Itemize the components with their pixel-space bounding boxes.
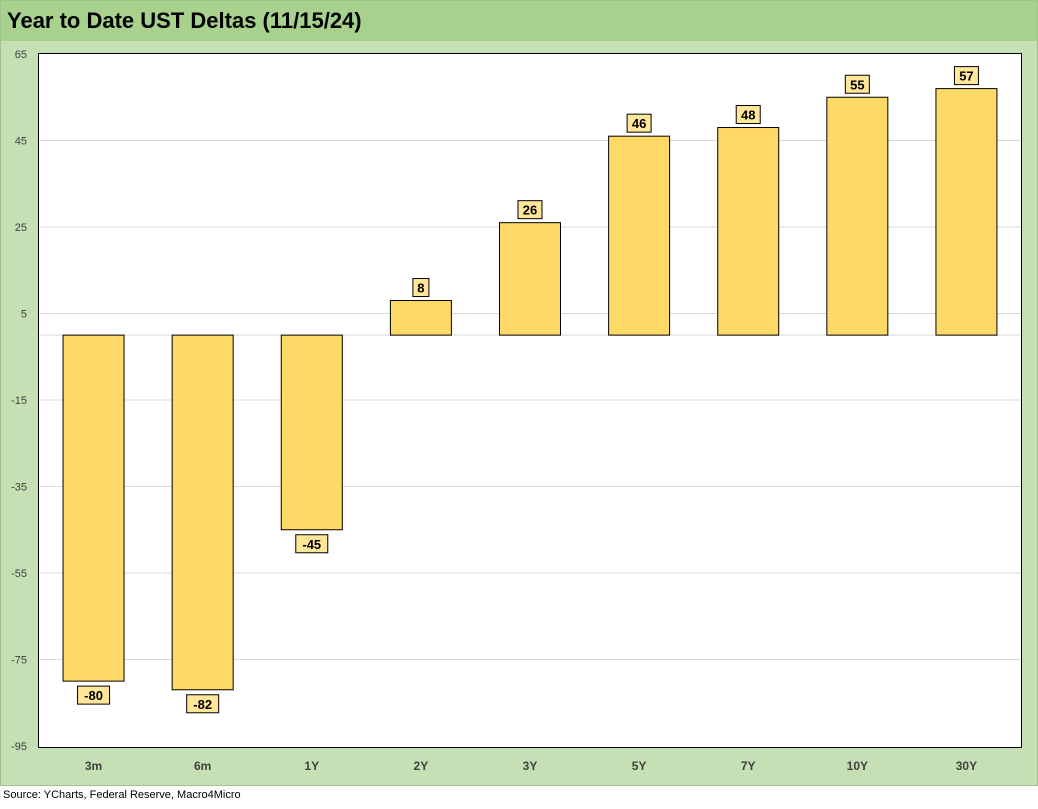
x-tick-label: 5Y <box>632 759 647 773</box>
data-label-box <box>295 534 329 554</box>
bar <box>935 88 998 336</box>
data-label-box <box>517 200 543 220</box>
bar <box>499 222 561 336</box>
data-label: 55 <box>850 77 864 92</box>
data-label: 46 <box>632 116 646 131</box>
y-tick-label: -35 <box>11 482 27 494</box>
y-tick-label: 65 <box>15 49 27 61</box>
data-label-box <box>626 113 652 133</box>
x-tick-label: 2Y <box>414 759 429 773</box>
y-tick-label: 5 <box>21 309 27 321</box>
y-tick-label: -55 <box>11 568 27 580</box>
data-label: -80 <box>84 688 103 703</box>
data-label: 48 <box>741 108 755 123</box>
bar-chart: -95 -75 -55 -35 -15 5 25 45 65 -80 3m -82 6m -45 1Y 8 2Y… <box>11 49 1021 773</box>
y-tick-label: -95 <box>11 741 27 753</box>
data-label-box <box>735 105 761 125</box>
bar <box>62 334 125 682</box>
title-bar: Year to Date UST Deltas (11/15/24) <box>1 1 1037 41</box>
data-label: 26 <box>523 203 537 218</box>
data-label-box <box>844 74 870 94</box>
y-tick-label: -15 <box>11 395 27 407</box>
data-label-box <box>953 66 979 86</box>
x-tick-label: 3m <box>85 759 102 773</box>
source-note: Source: YCharts, Federal Reserve, Macro4… <box>3 789 241 801</box>
data-label-box <box>77 685 111 705</box>
x-tick-label: 1Y <box>304 759 319 773</box>
bar <box>280 334 343 531</box>
x-tick-label: 10Y <box>847 759 868 773</box>
bar <box>608 135 671 336</box>
y-tick-label: 45 <box>15 136 27 148</box>
bar <box>171 334 234 691</box>
data-label: 57 <box>959 69 973 84</box>
data-label: -45 <box>302 537 321 552</box>
x-tick-label: 7Y <box>741 759 756 773</box>
data-label: -82 <box>193 697 212 712</box>
data-label: 8 <box>417 281 424 296</box>
chart-title: Year to Date UST Deltas (11/15/24) <box>7 8 362 33</box>
x-tick-label: 6m <box>194 759 211 773</box>
bar <box>826 96 889 336</box>
x-tick-label: 3Y <box>523 759 538 773</box>
y-tick-label: 25 <box>15 222 27 234</box>
data-label-box <box>186 694 220 714</box>
bar <box>717 127 780 336</box>
y-tick-label: -75 <box>11 655 27 667</box>
bar <box>389 300 452 336</box>
x-tick-label: 30Y <box>956 759 977 773</box>
data-label-box <box>412 278 430 298</box>
